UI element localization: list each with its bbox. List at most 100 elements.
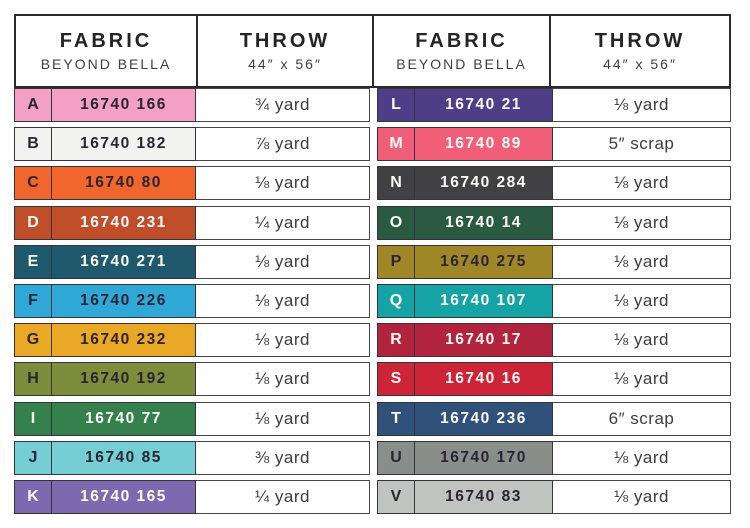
table-gap (370, 127, 377, 161)
fabric-number: 16740 85 (85, 448, 162, 466)
fabric-swatch: P 16740 275 (377, 244, 553, 279)
throw-column-subtitle: 44″ x 56″ (248, 56, 322, 72)
yardage-cell: ⅛ yard (553, 323, 731, 358)
yardage-cell: ¼ yard (196, 205, 370, 240)
fabric-column-subtitle: BEYOND BELLA (40, 56, 172, 72)
fabric-letter: M (378, 128, 415, 161)
fabric-number: 16740 89 (445, 135, 522, 153)
fabric-letter: Q (378, 284, 415, 317)
fabric-number: 16740 80 (85, 174, 162, 192)
fabric-column-title: FABRIC (59, 30, 153, 52)
fabric-number: 16740 166 (80, 96, 167, 113)
fabric-number: 16740 83 (445, 487, 522, 505)
fabric-letter: O (378, 206, 415, 239)
header-throw-right: THROW 44″ x 56″ (549, 16, 729, 86)
fabric-number: 16740 170 (440, 448, 527, 466)
fabric-letter: F (15, 284, 52, 317)
throw-column-subtitle: 44″ x 56″ (603, 56, 677, 72)
fabric-column-subtitle: BEYOND BELLA (396, 56, 527, 72)
table-row: H 16740 192 ⅛ yard S 16740 16 ⅛ yard (14, 362, 731, 397)
fabric-number: 16740 107 (440, 291, 527, 309)
yardage-cell: ⅛ yard (553, 88, 731, 122)
fabric-number: 16740 271 (80, 252, 167, 270)
fabric-swatch: S 16740 16 (377, 362, 553, 397)
table-row: A 16740 166 ¾ yard L 16740 21 ⅛ yard (14, 88, 731, 122)
fabric-letter: G (15, 324, 52, 357)
fabric-swatch: O 16740 14 (377, 205, 553, 240)
table-row: C 16740 80 ⅛ yard N 16740 284 ⅛ yard (14, 166, 731, 201)
yardage-cell: ⅛ yard (553, 244, 731, 279)
fabric-swatch: G 16740 232 (14, 323, 196, 358)
yardage-cell: ¼ yard (196, 479, 370, 514)
fabric-swatch: A 16740 166 (14, 88, 196, 122)
fabric-swatch: L 16740 21 (377, 88, 553, 122)
fabric-number: 16740 284 (440, 174, 527, 192)
fabric-swatch: F 16740 226 (14, 283, 196, 318)
fabric-letter: E (15, 245, 52, 278)
yardage-cell: ⅛ yard (553, 283, 731, 318)
fabric-swatch: D 16740 231 (14, 205, 196, 240)
table-header: FABRIC BEYOND BELLA THROW 44″ x 56″ FABR… (14, 14, 731, 88)
yardage-cell: 6″ scrap (553, 401, 731, 436)
yardage-cell: ⅛ yard (553, 440, 731, 475)
table-gap (370, 362, 377, 396)
fabric-letter: C (15, 167, 52, 200)
fabric-swatch: U 16740 170 (377, 440, 553, 475)
table-row: K 16740 165 ¼ yard V 16740 83 ⅛ yard (14, 479, 731, 514)
fabric-swatch: E 16740 271 (14, 244, 196, 279)
fabric-letter: I (15, 402, 52, 435)
table-row: B 16740 182 ⅞ yard M 16740 89 5″ scrap (14, 127, 731, 162)
fabric-letter: H (15, 363, 52, 396)
fabric-letter: A (15, 89, 52, 121)
table-gap (370, 88, 377, 122)
table-row: E 16740 271 ⅛ yard P 16740 275 ⅛ yard (14, 244, 731, 279)
fabric-letter: P (378, 245, 415, 278)
yardage-cell: ⅞ yard (196, 127, 370, 162)
table-gap (370, 245, 377, 279)
fabric-number: 16740 192 (80, 370, 167, 388)
yardage-cell: ⅛ yard (553, 205, 731, 240)
fabric-swatch: Q 16740 107 (377, 283, 553, 318)
table-gap (370, 323, 377, 357)
fabric-swatch: R 16740 17 (377, 323, 553, 358)
table-body: A 16740 166 ¾ yard L 16740 21 ⅛ yard B 16740 18… (14, 88, 731, 514)
throw-column-title: THROW (239, 30, 331, 52)
fabric-number: 16740 231 (80, 213, 167, 231)
fabric-letter: V (378, 480, 415, 513)
fabric-number: 16740 17 (445, 331, 522, 349)
table-gap (370, 166, 377, 200)
yardage-cell: ⅛ yard (196, 244, 370, 279)
fabric-swatch: C 16740 80 (14, 166, 196, 201)
fabric-number: 16740 226 (80, 291, 167, 309)
fabric-letter: U (378, 441, 415, 474)
yardage-cell: ⅛ yard (196, 401, 370, 436)
table-gap (370, 284, 377, 318)
fabric-letter: T (378, 402, 415, 435)
fabric-number: 16740 14 (445, 213, 522, 231)
table-row: F 16740 226 ⅛ yard Q 16740 107 ⅛ yard (14, 283, 731, 318)
fabric-swatch: B 16740 182 (14, 127, 196, 162)
fabric-number: 16740 165 (80, 487, 167, 505)
fabric-letter: B (15, 128, 52, 161)
fabric-swatch: N 16740 284 (377, 166, 553, 201)
yardage-cell: ¾ yard (196, 88, 370, 122)
fabric-column-title: FABRIC (415, 30, 508, 52)
table-gap (370, 206, 377, 240)
fabric-swatch: T 16740 236 (377, 401, 553, 436)
fabric-number: 16740 236 (440, 409, 527, 427)
fabric-swatch: J 16740 85 (14, 440, 196, 475)
fabric-letter: R (378, 324, 415, 357)
fabric-swatch: I 16740 77 (14, 401, 196, 436)
yardage-cell: ⅛ yard (196, 362, 370, 397)
fabric-number: 16740 232 (80, 331, 167, 349)
yardage-cell: ⅜ yard (196, 440, 370, 475)
fabric-requirements-table: FABRIC BEYOND BELLA THROW 44″ x 56″ FABR… (14, 14, 731, 514)
fabric-swatch: H 16740 192 (14, 362, 196, 397)
fabric-swatch: K 16740 165 (14, 479, 196, 514)
yardage-cell: ⅛ yard (553, 479, 731, 514)
fabric-number: 16740 275 (440, 252, 527, 270)
fabric-letter: K (15, 480, 52, 513)
fabric-swatch: M 16740 89 (377, 127, 553, 162)
header-fabric-left: FABRIC BEYOND BELLA (16, 16, 196, 86)
yardage-cell: 5″ scrap (553, 127, 731, 162)
